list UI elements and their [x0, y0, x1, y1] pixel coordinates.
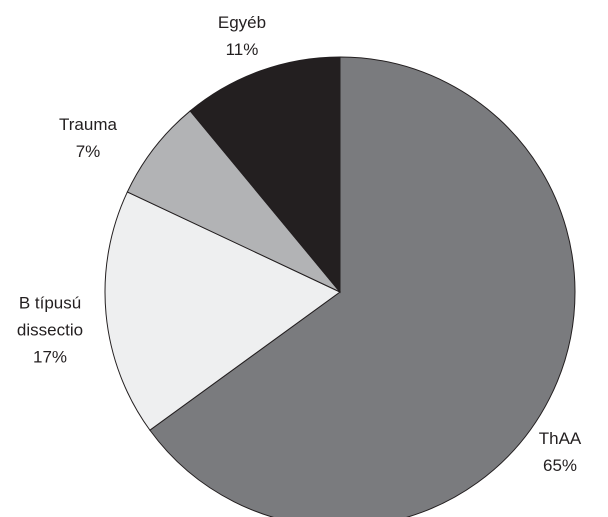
slice-label: Egyéb 11%	[182, 9, 302, 63]
slice-category: Egyéb	[217, 13, 267, 32]
pie-slice	[189, 56, 341, 294]
pie-slice	[126, 110, 341, 293]
slice-category: Trauma	[59, 115, 117, 134]
slice-value: 65%	[542, 456, 578, 475]
pie-slice	[149, 56, 576, 517]
slice-label: Trauma 7%	[28, 111, 148, 165]
slice-value: 11%	[225, 40, 259, 59]
slice-label: B típusú dissectio 17%	[5, 290, 95, 371]
slice-value: 7%	[75, 142, 101, 161]
pie-slice	[104, 191, 341, 431]
slice-category: ThAA	[538, 429, 582, 448]
slice-label: ThAA 65%	[500, 425, 608, 479]
slice-category: B típusú dissectio	[16, 293, 84, 340]
slice-value: 17%	[32, 347, 68, 367]
